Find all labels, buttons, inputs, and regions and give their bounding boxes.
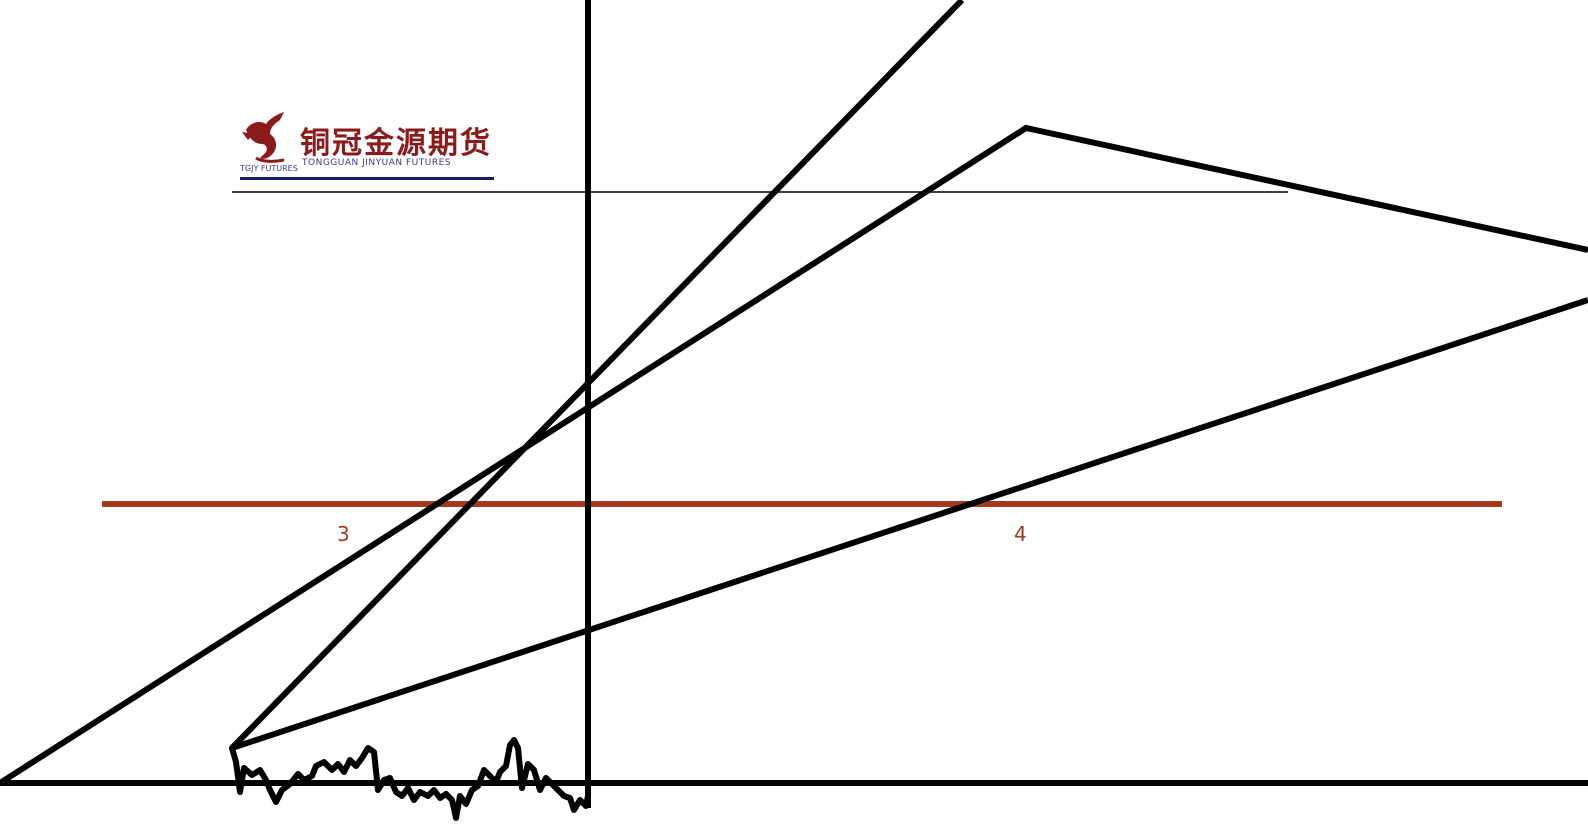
segment-label-4: 4 (1014, 522, 1027, 546)
steep-diagonal-line (229, 0, 965, 751)
logo-chinese-name: 铜冠金源期货 (300, 126, 492, 161)
peaked-polyline (0, 124, 1588, 786)
shallow-diagonal-line (231, 297, 1588, 751)
company-logo: 铜冠金源期货 TONGGUAN JINYUAN FUTURES TGJY FUT… (240, 110, 496, 184)
logo-underline (240, 177, 494, 180)
horse-emblem-icon (242, 112, 285, 163)
logo-english-name: TONGGUAN JINYUAN FUTURES (302, 158, 451, 168)
jagged-squiggle (229, 737, 591, 821)
segment-label-3: 3 (337, 522, 350, 546)
logo-english-prefix: TGJY FUTURES (240, 164, 298, 173)
